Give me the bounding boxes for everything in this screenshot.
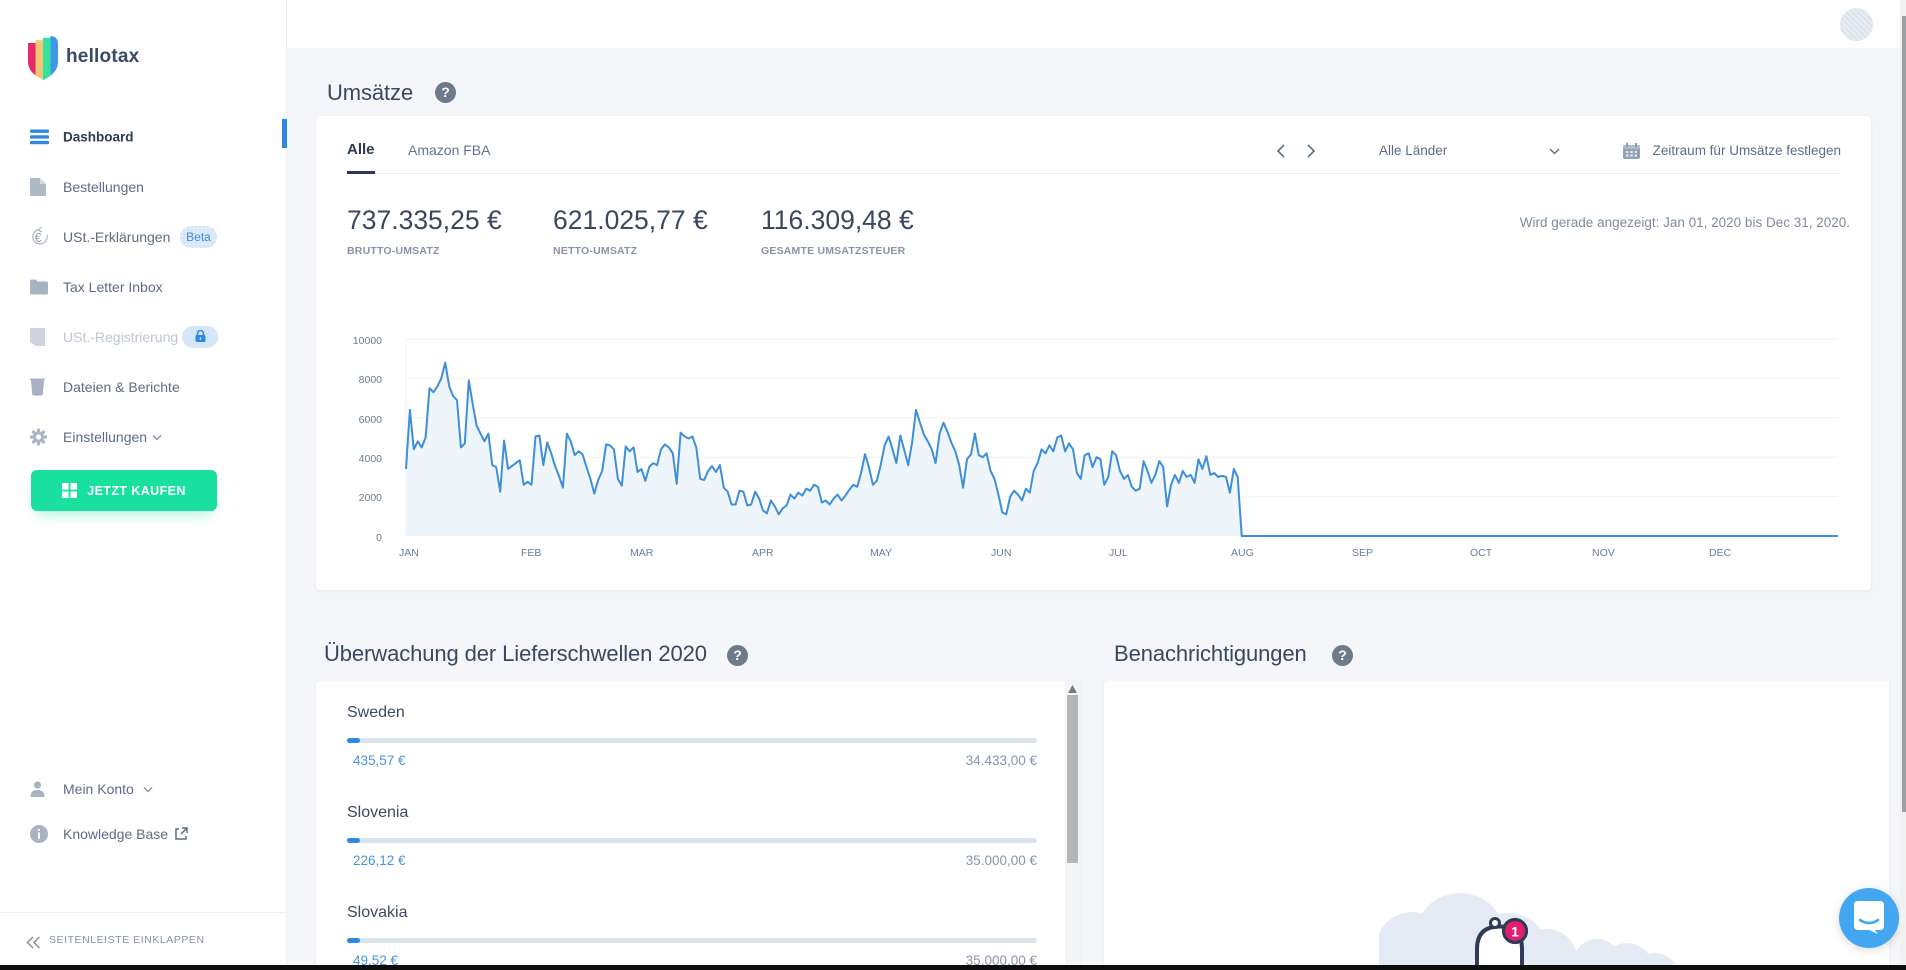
svg-text:MAY: MAY — [870, 547, 892, 559]
svg-text:2000: 2000 — [359, 492, 383, 504]
svg-text:NOV: NOV — [1592, 547, 1615, 559]
svg-text:OCT: OCT — [1470, 547, 1493, 559]
svg-text:FEB: FEB — [521, 547, 541, 559]
svg-text:JUN: JUN — [991, 547, 1011, 559]
svg-text:6000: 6000 — [359, 414, 383, 426]
svg-text:4000: 4000 — [359, 453, 383, 465]
svg-text:JUL: JUL — [1109, 547, 1128, 559]
svg-text:0: 0 — [376, 532, 382, 544]
svg-text:JAN: JAN — [399, 547, 419, 559]
svg-text:DEC: DEC — [1709, 547, 1732, 559]
svg-text:10000: 10000 — [353, 335, 382, 347]
svg-text:€: € — [35, 231, 42, 245]
svg-text:1: 1 — [1511, 924, 1519, 940]
svg-text:MAR: MAR — [630, 547, 654, 559]
svg-text:SEP: SEP — [1352, 547, 1373, 559]
svg-text:8000: 8000 — [359, 374, 383, 386]
svg-text:AUG: AUG — [1231, 547, 1254, 559]
svg-text:APR: APR — [752, 547, 774, 559]
